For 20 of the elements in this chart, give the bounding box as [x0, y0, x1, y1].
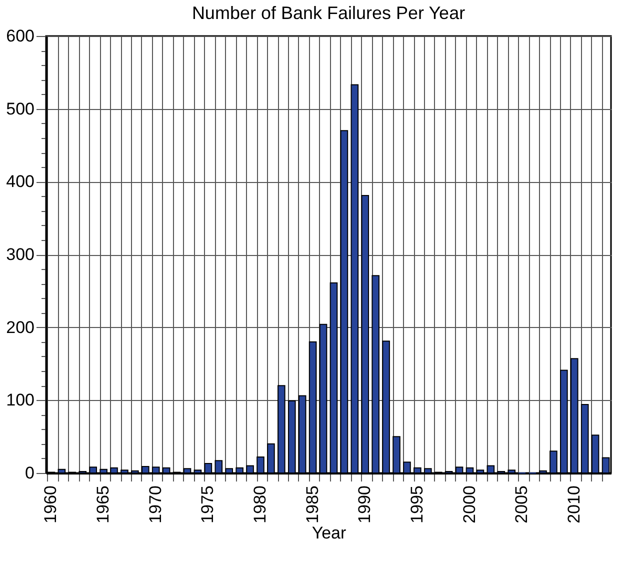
y-tick-label: 300: [6, 245, 34, 264]
x-tick-label: 1995: [407, 486, 426, 524]
x-tick-label: 1980: [250, 486, 270, 524]
y-tick-label: 400: [6, 172, 34, 192]
x-tick-label: 1985: [302, 486, 322, 524]
x-tick-label: 1990: [355, 486, 374, 524]
x-tick-label: 2000: [460, 486, 479, 524]
x-tick-label: 2005: [512, 486, 532, 524]
x-tick-label: 1975: [198, 486, 218, 524]
x-tick-label: 1965: [94, 486, 113, 524]
y-tick-label: 100: [6, 390, 34, 410]
y-tick-label: 600: [6, 26, 34, 46]
y-tick-label: 0: [25, 464, 34, 482]
x-tick-label: 1960: [41, 486, 60, 524]
x-tick-label: 1970: [146, 486, 165, 524]
y-tick-label: 500: [6, 99, 34, 118]
chart-title: Number of Bank Failures Per Year: [192, 3, 466, 23]
x-axis-title: Year: [312, 523, 347, 542]
x-tick-label: 2010: [564, 486, 584, 524]
y-tick-label: 200: [6, 318, 34, 337]
